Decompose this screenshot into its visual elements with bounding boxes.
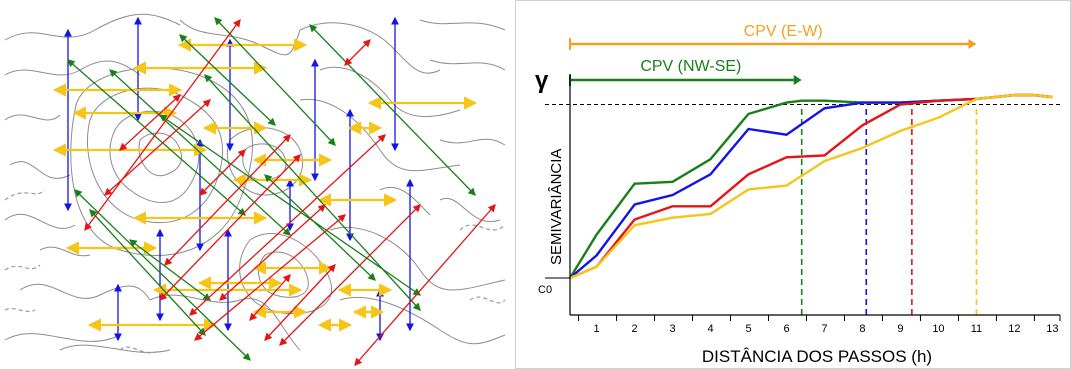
green-direction-arrow: [214, 17, 336, 146]
range-label: CPV (NW-SE): [640, 58, 741, 75]
x-tick-label: 12: [1008, 323, 1020, 335]
x-tick-label: 9: [897, 323, 903, 335]
green-direction-arrow: [89, 209, 206, 336]
x-tick-label: 3: [669, 323, 675, 335]
c0-label: C0: [538, 284, 552, 296]
x-tick-label: 7: [821, 323, 827, 335]
contour-map: [4, 13, 506, 366]
range-arrow-head: [968, 39, 977, 49]
x-tick-label: 6: [783, 323, 789, 335]
y-axis-label: SEMIVARIÂNCIA: [548, 149, 565, 265]
yellow-semivariogram-line: [569, 93, 1053, 280]
green-direction-arrow: [74, 189, 251, 361]
contour-lines: [4, 13, 506, 353]
x-axis-label: DISTÂNCIA DOS PASSOS (h): [702, 347, 932, 366]
arrows-southwest-northeast: [84, 18, 496, 366]
red-direction-arrow: [84, 18, 241, 232]
x-tick-label: 5: [745, 323, 751, 335]
red-direction-arrow: [264, 264, 336, 341]
gamma-label: γ: [535, 67, 549, 94]
green-direction-arrow: [67, 59, 246, 216]
red-direction-arrow: [119, 94, 181, 151]
green-direction-arrow: [309, 24, 476, 196]
red-direction-arrow: [344, 39, 371, 66]
x-tick-label: 8: [859, 323, 865, 335]
semivariogram-chart: 1 2 3 4 5 6 7 8 9 10 11 12 13 CPV (E-W)CPV (NW-SE) γ…: [515, 0, 1071, 369]
x-tick-label: 2: [632, 323, 638, 335]
green-direction-arrow: [179, 34, 276, 126]
range-arrow-head: [793, 75, 802, 85]
range-label: CPV (E-W): [744, 23, 823, 40]
x-tick-label: 4: [707, 323, 713, 335]
x-tick-label: 13: [1046, 323, 1058, 335]
green-direction-arrow: [204, 74, 421, 311]
red-direction-arrow: [189, 134, 386, 316]
x-tick-label: 10: [932, 323, 944, 335]
x-tick-label: 1: [594, 323, 600, 335]
x-tick-label: 11: [971, 323, 982, 335]
red-direction-arrow: [354, 204, 496, 366]
